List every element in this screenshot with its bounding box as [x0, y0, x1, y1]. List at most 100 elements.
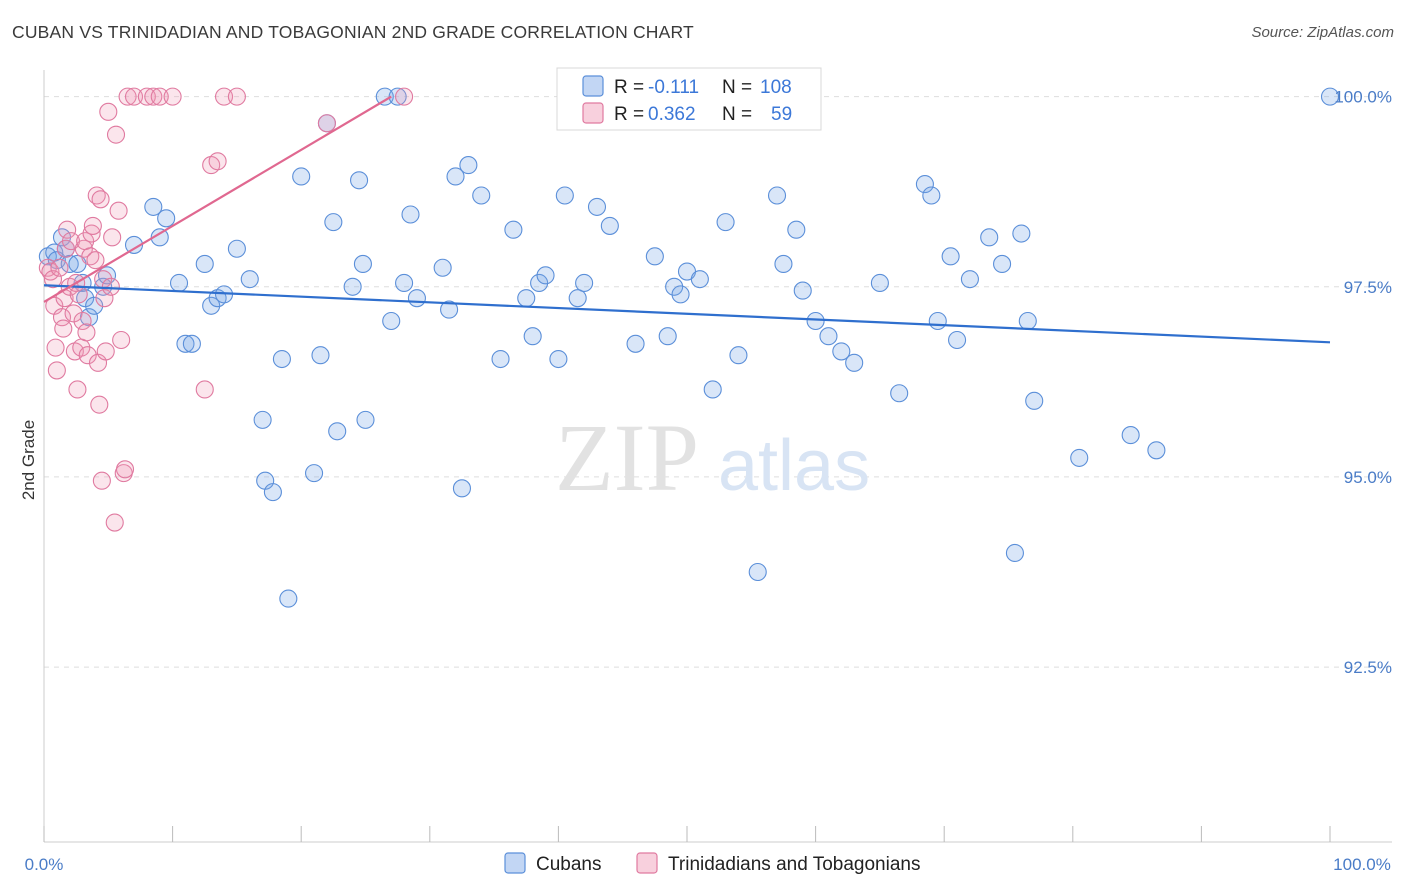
cubans-point-61	[568, 289, 587, 308]
cubans-point-66	[645, 247, 664, 266]
cubans-point-20	[195, 254, 214, 274]
cubans-point-16	[157, 209, 176, 228]
cubans-point-39	[353, 254, 372, 274]
tt-point-26	[82, 224, 101, 243]
tt-point-56	[227, 87, 246, 106]
tt-point-20	[73, 311, 92, 331]
cubans-point-49	[446, 167, 465, 186]
cubans-point-93	[993, 254, 1012, 274]
cubans-point-76	[767, 186, 787, 205]
cubans-point-63	[587, 197, 607, 216]
cubans-point-73	[716, 213, 735, 232]
legend-r-value-cubans: -0.111	[648, 77, 699, 98]
cubans-point-56	[523, 327, 542, 346]
legend-r-label-tt: R =	[614, 104, 644, 125]
cubans-point-99	[1121, 426, 1140, 445]
cubans-point-14	[144, 197, 163, 216]
cubans-point-67	[658, 327, 677, 346]
tt-point-6	[50, 258, 69, 277]
tt-point-58	[395, 87, 414, 106]
cubans-point-83	[845, 353, 864, 372]
series-legend-swatch-tt	[636, 852, 658, 874]
tt-point-43	[112, 330, 131, 350]
y-axis-label: 2nd Grade	[19, 420, 38, 500]
series-legend: Cubans Trinidadians and Tobagonians	[504, 852, 920, 875]
y-tick-labels: 100.0% 97.5% 95.0% 92.5%	[1334, 88, 1392, 677]
tt-point-45	[115, 460, 135, 479]
legend-n-value-cubans: 108	[760, 77, 792, 98]
tt-point-57	[317, 114, 336, 133]
y-tick-label-0: 100.0%	[1334, 88, 1392, 107]
cubans-point-41	[375, 87, 394, 106]
cubans-point-36	[328, 422, 347, 441]
cubans-point-98	[1070, 448, 1089, 467]
cubans-point-96	[1018, 311, 1037, 331]
cubans-point-80	[806, 311, 825, 331]
source-note: Source: ZipAtlas.com	[1251, 24, 1394, 41]
cubans-point-74	[729, 346, 748, 365]
cubans-point-58	[536, 266, 555, 285]
cubans-point-5	[60, 254, 79, 274]
cubans-point-68	[665, 277, 684, 296]
cubans-point-48	[440, 300, 459, 319]
tt-point-48	[137, 87, 156, 106]
watermark-atlas: atlas	[718, 426, 870, 506]
tt-point-52	[195, 380, 214, 399]
cubans-point-50	[452, 479, 472, 498]
tt-point-23	[77, 323, 96, 342]
tt-point-31	[90, 395, 109, 414]
cubans-point-101	[1320, 87, 1340, 106]
x-tick-label-min: 0.0%	[25, 855, 64, 874]
cubans-points	[38, 87, 1340, 608]
cubans-point-28	[263, 483, 282, 502]
cubans-point-54	[504, 220, 523, 239]
series-legend-label-tt: Trinidadians and Tobagonians	[668, 854, 920, 875]
cubans-point-24	[227, 239, 246, 258]
cubans-point-29	[272, 349, 291, 369]
cubans-point-79	[793, 281, 812, 300]
tt-point-17	[68, 380, 87, 399]
cubans-point-95	[1012, 224, 1031, 243]
tt-point-40	[105, 513, 124, 532]
x-axis-ticks	[43, 826, 1331, 842]
cubans-point-26	[253, 410, 272, 429]
cubans-point-31	[292, 167, 311, 186]
tt-point-28	[86, 251, 105, 270]
cubans-point-42	[382, 311, 401, 331]
tt-point-32	[91, 190, 110, 209]
cubans-point-94	[1005, 543, 1024, 563]
cubans-point-75	[748, 562, 767, 582]
cubans-point-84	[870, 273, 889, 293]
cubans-point-71	[690, 270, 709, 289]
tt-point-50	[150, 87, 169, 106]
tt-point-42	[109, 201, 128, 220]
y-tick-label-3: 92.5%	[1344, 658, 1392, 677]
legend-n-label-cubans: N =	[722, 77, 752, 98]
cubans-point-91	[960, 270, 979, 289]
tt-trend-line	[43, 95, 392, 303]
cubans-point-59	[549, 349, 568, 369]
watermark-zip: ZIP	[555, 404, 699, 511]
cubans-point-78	[787, 220, 806, 239]
cubans-point-62	[575, 273, 594, 293]
cubans-point-77	[774, 254, 793, 274]
legend-n-label-tt: N =	[722, 104, 752, 125]
cubans-point-82	[832, 342, 851, 361]
cubans-point-46	[407, 289, 426, 308]
cubans-point-21	[202, 296, 221, 315]
tt-point-21	[74, 239, 93, 258]
tt-points	[38, 87, 414, 532]
cubans-point-52	[472, 186, 491, 205]
tt-point-11	[58, 220, 77, 239]
tt-point-5	[47, 361, 66, 380]
cubans-point-40	[356, 410, 375, 429]
cubans-point-53	[491, 349, 510, 369]
y-tick-label-1: 97.5%	[1344, 278, 1392, 297]
cubans-point-97	[1025, 391, 1044, 410]
cubans-point-19	[182, 334, 201, 353]
cubans-point-100	[1147, 441, 1166, 460]
cubans-point-92	[980, 228, 999, 247]
tt-point-27	[83, 216, 102, 235]
tt-point-41	[106, 125, 126, 144]
